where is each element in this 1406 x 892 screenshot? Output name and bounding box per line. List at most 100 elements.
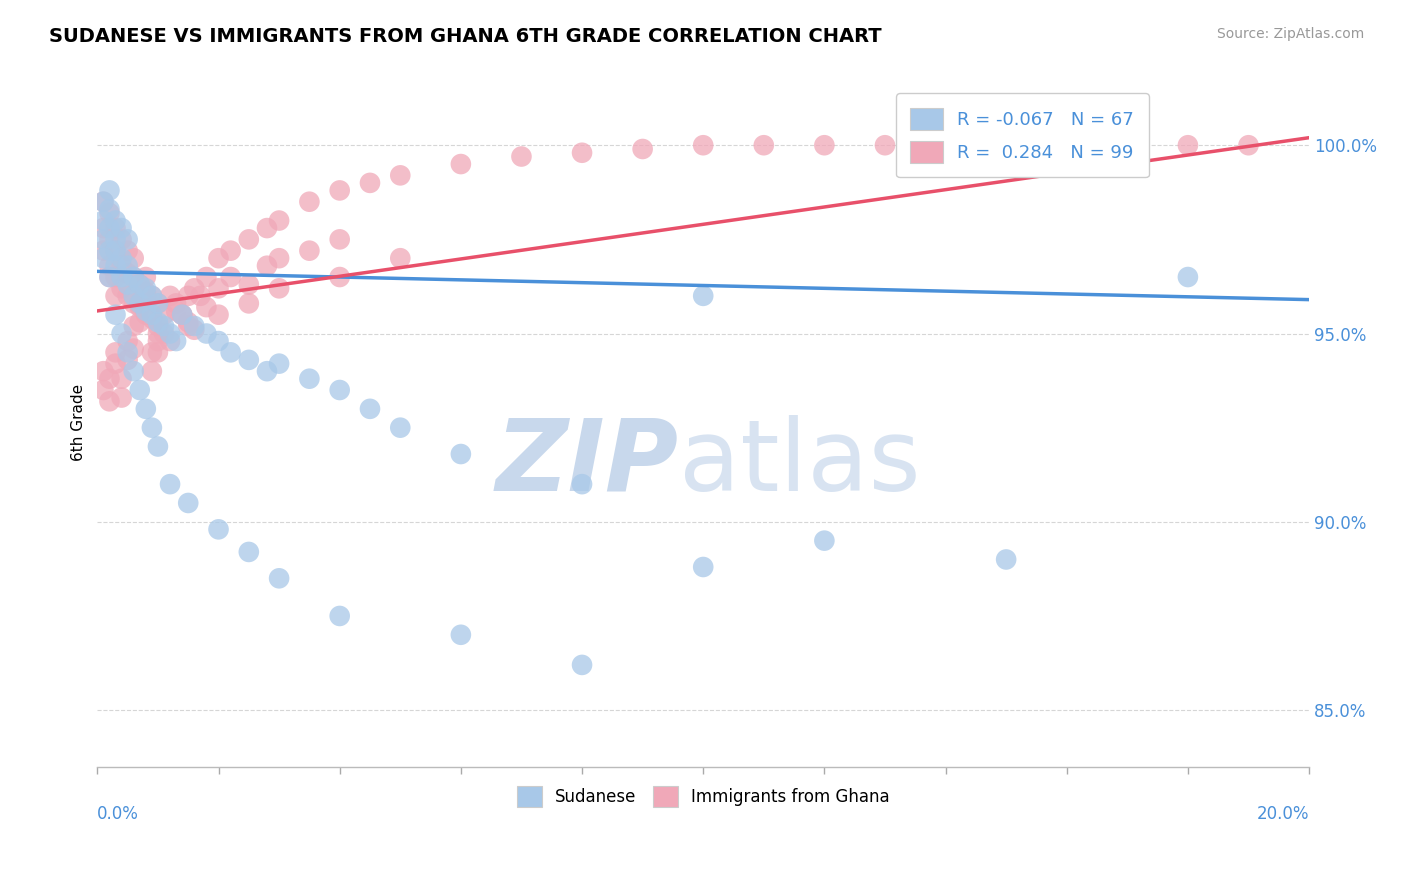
Point: [450, 157, 472, 171]
Point: [117, 352, 139, 367]
Point: [207, 281, 229, 295]
Point: [146, 296, 169, 310]
Point: [219, 270, 242, 285]
Point: [110, 259, 132, 273]
Point: [159, 334, 181, 348]
Point: [122, 296, 145, 310]
Point: [104, 270, 127, 285]
Y-axis label: 6th Grade: 6th Grade: [72, 384, 86, 460]
Point: [98, 270, 121, 285]
Point: [177, 289, 200, 303]
Point: [128, 277, 150, 292]
Point: [183, 318, 205, 333]
Point: [177, 315, 200, 329]
Point: [389, 251, 412, 265]
Point: [135, 308, 157, 322]
Point: [219, 345, 242, 359]
Point: [298, 244, 321, 258]
Point: [128, 277, 150, 292]
Point: [183, 323, 205, 337]
Point: [329, 183, 352, 197]
Point: [995, 552, 1018, 566]
Point: [146, 334, 169, 348]
Point: [219, 244, 242, 258]
Point: [117, 232, 139, 246]
Point: [93, 383, 115, 397]
Text: ZIP: ZIP: [496, 415, 679, 512]
Point: [104, 244, 127, 258]
Point: [172, 308, 194, 322]
Point: [510, 149, 533, 163]
Text: SUDANESE VS IMMIGRANTS FROM GHANA 6TH GRADE CORRELATION CHART: SUDANESE VS IMMIGRANTS FROM GHANA 6TH GR…: [49, 27, 882, 45]
Point: [98, 259, 121, 273]
Point: [93, 251, 115, 265]
Point: [93, 213, 115, 227]
Point: [141, 311, 163, 326]
Point: [1177, 138, 1199, 153]
Point: [813, 138, 835, 153]
Point: [141, 345, 163, 359]
Point: [165, 296, 187, 310]
Point: [692, 560, 714, 574]
Point: [135, 401, 157, 416]
Point: [238, 352, 260, 367]
Point: [177, 318, 200, 333]
Point: [122, 289, 145, 303]
Point: [104, 244, 127, 258]
Point: [104, 289, 127, 303]
Point: [146, 326, 169, 341]
Point: [98, 202, 121, 217]
Point: [98, 183, 121, 197]
Point: [128, 315, 150, 329]
Point: [172, 308, 194, 322]
Point: [93, 194, 115, 209]
Point: [128, 296, 150, 310]
Point: [141, 420, 163, 434]
Point: [153, 326, 176, 341]
Point: [93, 232, 115, 246]
Point: [146, 318, 169, 333]
Point: [256, 221, 278, 235]
Point: [389, 420, 412, 434]
Text: Source: ZipAtlas.com: Source: ZipAtlas.com: [1216, 27, 1364, 41]
Point: [571, 657, 593, 672]
Point: [141, 308, 163, 322]
Point: [329, 232, 352, 246]
Point: [98, 206, 121, 220]
Point: [329, 609, 352, 624]
Point: [298, 372, 321, 386]
Point: [256, 259, 278, 273]
Point: [117, 334, 139, 348]
Point: [269, 281, 291, 295]
Point: [104, 308, 127, 322]
Point: [269, 357, 291, 371]
Point: [146, 296, 169, 310]
Point: [159, 326, 181, 341]
Point: [98, 372, 121, 386]
Point: [122, 251, 145, 265]
Point: [122, 270, 145, 285]
Point: [104, 345, 127, 359]
Point: [135, 270, 157, 285]
Point: [110, 221, 132, 235]
Point: [141, 364, 163, 378]
Point: [631, 142, 654, 156]
Point: [98, 232, 121, 246]
Point: [135, 281, 157, 295]
Point: [122, 270, 145, 285]
Point: [104, 357, 127, 371]
Point: [269, 251, 291, 265]
Point: [128, 300, 150, 314]
Point: [450, 628, 472, 642]
Point: [172, 308, 194, 322]
Point: [159, 289, 181, 303]
Point: [1237, 138, 1260, 153]
Point: [98, 244, 121, 258]
Point: [359, 401, 381, 416]
Point: [450, 447, 472, 461]
Point: [117, 289, 139, 303]
Text: atlas: atlas: [679, 415, 921, 512]
Point: [146, 315, 169, 329]
Point: [146, 345, 169, 359]
Point: [104, 221, 127, 235]
